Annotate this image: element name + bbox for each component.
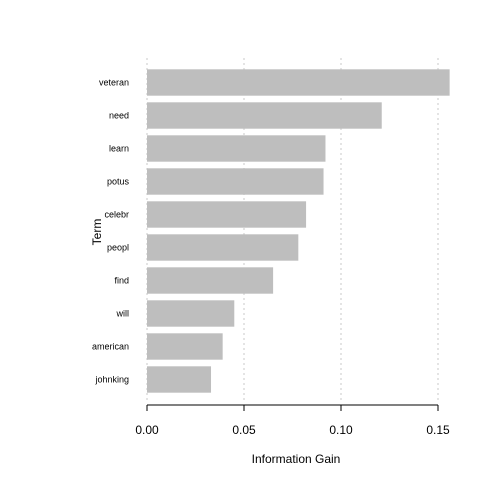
bar-potus bbox=[147, 168, 324, 195]
bar-johnking bbox=[147, 366, 212, 393]
y-tick-label: learn bbox=[109, 144, 129, 154]
bar-will bbox=[147, 300, 235, 327]
y-tick-label: american bbox=[92, 342, 129, 352]
x-tick-label: 0.00 bbox=[135, 423, 159, 437]
x-axis-title: Information Gain bbox=[252, 452, 341, 466]
y-tick-label: celebr bbox=[104, 210, 129, 220]
x-axis: 0.00 0.05 0.10 0.15 bbox=[135, 404, 450, 437]
bar-learn bbox=[147, 135, 326, 162]
y-tick-labels: veteran need learn potus celebr peopl find will… bbox=[92, 78, 130, 385]
y-tick-label: find bbox=[114, 276, 129, 286]
y-tick-label: potus bbox=[107, 177, 130, 187]
bar-peopl bbox=[147, 234, 299, 261]
x-tick-label: 0.10 bbox=[329, 423, 353, 437]
x-tick-label: 0.05 bbox=[232, 423, 256, 437]
bar-american bbox=[147, 333, 223, 360]
x-tick-label: 0.15 bbox=[426, 423, 450, 437]
bar-veteran bbox=[147, 69, 450, 96]
y-tick-label: johnking bbox=[94, 375, 129, 385]
bar-celebr bbox=[147, 201, 307, 228]
y-tick-label: will bbox=[116, 309, 130, 319]
y-tick-label: peopl bbox=[107, 243, 129, 253]
y-axis-title: Term bbox=[90, 219, 104, 246]
bar-need bbox=[147, 102, 382, 129]
y-tick-label: need bbox=[109, 111, 129, 121]
bars bbox=[147, 69, 450, 393]
y-tick-label: veteran bbox=[99, 78, 129, 88]
bar-find bbox=[147, 267, 274, 294]
